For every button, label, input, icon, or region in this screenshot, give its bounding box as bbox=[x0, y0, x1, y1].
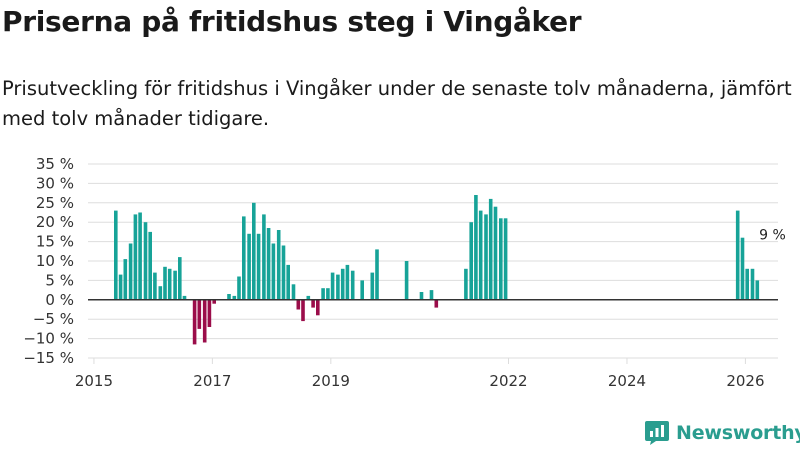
bar bbox=[167, 268, 172, 300]
bar bbox=[740, 237, 745, 300]
bar bbox=[212, 299, 216, 304]
brand-logo: Newsworthy bbox=[644, 420, 800, 446]
bar bbox=[503, 218, 508, 300]
bar bbox=[469, 222, 473, 300]
bar bbox=[316, 299, 320, 316]
bar bbox=[114, 210, 118, 300]
bar bbox=[750, 268, 755, 300]
bar bbox=[301, 299, 305, 322]
bar bbox=[242, 216, 246, 300]
bar bbox=[182, 295, 187, 300]
bar bbox=[148, 231, 152, 300]
bar bbox=[252, 202, 256, 300]
bar bbox=[340, 268, 345, 300]
bar bbox=[464, 268, 468, 300]
bar bbox=[153, 272, 157, 300]
bar bbox=[286, 264, 290, 300]
bar bbox=[326, 288, 330, 300]
y-tick-label: 5 % bbox=[45, 271, 74, 289]
bar bbox=[404, 261, 409, 300]
y-tick-label: 35 % bbox=[36, 155, 74, 173]
bar bbox=[434, 299, 439, 308]
bar bbox=[276, 230, 281, 300]
bar bbox=[123, 259, 128, 300]
bar bbox=[311, 299, 315, 308]
bar bbox=[291, 284, 296, 300]
bar bbox=[163, 266, 167, 300]
x-tick-label: 2026 bbox=[726, 372, 764, 390]
x-tick-label: 2024 bbox=[608, 372, 646, 390]
bar bbox=[118, 274, 123, 300]
bar bbox=[128, 243, 133, 300]
bar bbox=[370, 272, 375, 300]
bar bbox=[202, 299, 207, 343]
bar bbox=[488, 198, 493, 300]
y-tick-label: 15 % bbox=[36, 233, 74, 251]
bar bbox=[256, 233, 261, 300]
bar bbox=[143, 222, 148, 300]
bar bbox=[360, 280, 364, 300]
chart-title: Priserna på fritidshus steg i Vingåker bbox=[2, 5, 582, 38]
bar bbox=[138, 212, 142, 300]
bar bbox=[207, 299, 212, 327]
bar bbox=[499, 218, 503, 300]
x-tick-label: 2015 bbox=[75, 372, 113, 390]
bar bbox=[484, 214, 488, 300]
chart-subtitle: Prisutveckling för fritidshus i Vingåker… bbox=[2, 77, 792, 130]
x-tick-label: 2022 bbox=[489, 372, 527, 390]
y-tick-label: 0 % bbox=[45, 291, 74, 309]
bar bbox=[306, 295, 311, 300]
bars bbox=[114, 195, 760, 345]
gridlines bbox=[88, 163, 778, 359]
bar bbox=[227, 294, 231, 300]
bar bbox=[474, 195, 478, 300]
bar bbox=[336, 274, 340, 300]
bar bbox=[429, 290, 434, 300]
y-tick-label: −10 % bbox=[23, 330, 74, 348]
bar bbox=[281, 245, 286, 300]
bar bbox=[237, 276, 241, 300]
bar bbox=[173, 270, 177, 300]
y-tick-label: 10 % bbox=[36, 252, 74, 270]
bar bbox=[271, 243, 276, 300]
y-tick-label: 25 % bbox=[36, 194, 74, 212]
bar bbox=[493, 206, 498, 300]
bar bbox=[321, 288, 325, 300]
bar bbox=[192, 299, 197, 345]
x-axis-tick-labels: 2015 2017 2019 2022 2024 2026 bbox=[75, 358, 765, 390]
bar bbox=[197, 299, 202, 329]
bar bbox=[330, 272, 335, 300]
bar bbox=[133, 214, 138, 300]
y-axis-tick-labels: 35 %30 % 25 %20 % 15 %10 %5 % 0 %−5 % −10 %−… bbox=[23, 155, 74, 367]
bar bbox=[745, 268, 749, 300]
bar bbox=[266, 228, 271, 300]
newsworthy-logo-icon bbox=[645, 421, 669, 445]
y-tick-label: 30 % bbox=[36, 174, 74, 192]
y-tick-label: −5 % bbox=[33, 310, 74, 328]
bar-chart: 35 %30 % 25 %20 % 15 %10 %5 % 0 %−5 % −10 %−… bbox=[23, 155, 786, 390]
bar bbox=[755, 280, 760, 300]
bar bbox=[735, 210, 740, 300]
y-tick-label: 20 % bbox=[36, 213, 74, 231]
last-value-annotation: 9 % bbox=[759, 228, 786, 244]
bar bbox=[375, 249, 379, 300]
bar bbox=[478, 210, 483, 300]
bar bbox=[247, 233, 251, 300]
y-tick-label: −15 % bbox=[23, 349, 74, 367]
bar bbox=[296, 299, 301, 310]
bar bbox=[178, 257, 182, 300]
x-tick-label: 2017 bbox=[193, 372, 231, 390]
brand-name: Newsworthy bbox=[676, 422, 800, 444]
x-tick-label: 2019 bbox=[312, 372, 350, 390]
bar bbox=[232, 295, 237, 300]
bar bbox=[419, 292, 424, 300]
bar bbox=[158, 286, 163, 300]
bar bbox=[350, 270, 355, 300]
bar bbox=[262, 214, 266, 300]
bar bbox=[345, 264, 350, 300]
